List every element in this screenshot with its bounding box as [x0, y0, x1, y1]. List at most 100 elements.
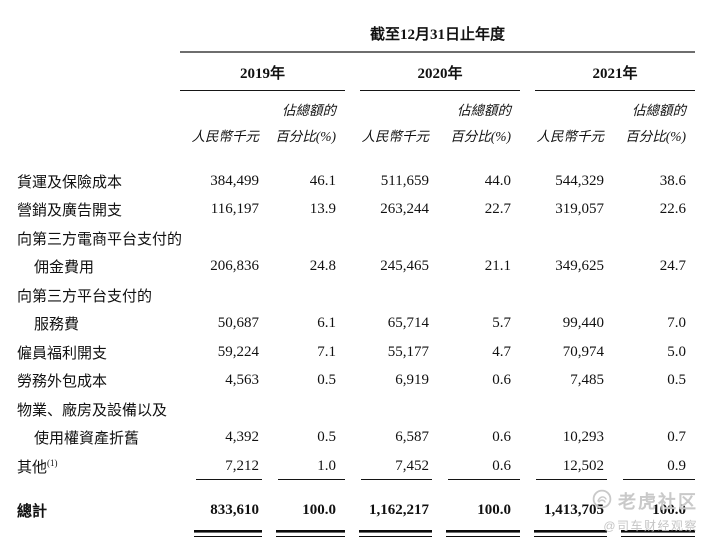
- row-label: 貨運及保險成本: [17, 174, 123, 191]
- pct-2021: 7.0: [667, 315, 687, 332]
- percent-label: 百分比(%): [275, 129, 336, 144]
- table-row-others: 其他(1) 7,212 1.0 7,452 0.6 12,502 0.9: [0, 452, 696, 481]
- pct-2020: 5.7: [492, 315, 511, 332]
- pct-2021: 38.6: [659, 172, 687, 189]
- amount-2020: 245,465: [380, 258, 429, 275]
- watermark-brand-text: 老虎社区: [618, 492, 698, 512]
- year-header-2019: 2019年: [180, 52, 345, 91]
- amount-2021: 544,329: [555, 172, 604, 189]
- row-label: 物業、廠房及設備以及: [17, 402, 168, 419]
- amount-2020: 511,659: [380, 172, 429, 189]
- amount-2021: 12,502: [520, 452, 607, 481]
- total-pct-2020: 100.0: [432, 492, 520, 538]
- amount-2019: 206,836: [210, 258, 259, 275]
- pct-2019: 13.9: [309, 201, 336, 218]
- subheader-share-row: 佔總額的 佔總額的 佔總額的: [0, 91, 695, 119]
- row-label: 佣金費用: [34, 260, 95, 277]
- watermark: 老虎社区 @司车财经观察: [592, 488, 698, 534]
- amount-2020: 263,244: [380, 201, 429, 218]
- amount-2019: 4,392: [225, 429, 259, 446]
- pct-2021: 0.5: [667, 372, 687, 389]
- rmb-thousand-label: 人民幣千元: [361, 129, 430, 144]
- amount-2020: 6,919: [395, 372, 429, 389]
- label-column-spacer: [0, 10, 180, 52]
- table-row: 勞務外包成本 4,563 0.5 6,919 0.6 7,485 0.5: [0, 367, 695, 396]
- table-row-label-continued: 物業、廠房及設備以及: [0, 395, 695, 424]
- pct-2019: 6.1: [317, 315, 336, 332]
- pct-2020: 4.7: [492, 343, 511, 360]
- spacer: [0, 147, 695, 167]
- amount-2019: 50,687: [217, 315, 259, 332]
- pct-2020: 22.7: [484, 201, 511, 218]
- amount-2020: 65,714: [387, 315, 429, 332]
- year-label: 2020年: [360, 62, 520, 91]
- watermark-brand: 老虎社区: [592, 488, 698, 514]
- rmb-thousand-label: 人民幣千元: [191, 129, 260, 144]
- row-label: 其他(1): [0, 452, 180, 481]
- row-label-text: 其他: [17, 459, 48, 476]
- share-of-total-label: 佔總額的: [457, 103, 511, 118]
- footnote-marker: (1): [47, 457, 58, 468]
- period-title: 截至12月31日止年度: [180, 10, 696, 53]
- row-label: 向第三方平台支付的: [17, 288, 153, 305]
- year-label: 2019年: [180, 62, 345, 91]
- total-amount-2019: 833,610: [180, 492, 262, 538]
- row-label: 僱員福利開支: [17, 345, 108, 362]
- amount-2019: 384,499: [210, 172, 259, 189]
- pct-2019: 0.5: [317, 429, 336, 446]
- subheader-units-row: 人民幣千元 百分比(%) 人民幣千元 百分比(%) 人民幣千元 百分比(%): [0, 119, 695, 147]
- share-of-total-label: 佔總額的: [632, 103, 687, 118]
- row-label: 服務費: [34, 317, 80, 334]
- share-of-total-label: 佔總額的: [282, 103, 336, 118]
- year-header-2021: 2021年: [520, 52, 696, 91]
- pct-2019: 46.1: [309, 172, 336, 189]
- pct-2020: 44.0: [484, 172, 511, 189]
- year-label: 2021年: [535, 62, 696, 91]
- table-row: 僱員福利開支 59,224 7.1 55,177 4.7 70,974 5.0: [0, 338, 695, 367]
- table-row: 貨運及保險成本 384,499 46.1 511,659 44.0 544,32…: [0, 167, 695, 196]
- pct-2020: 0.6: [492, 429, 511, 446]
- amount-2021: 70,974: [562, 343, 604, 360]
- pct-2021: 24.7: [659, 258, 687, 275]
- table-row: 使用權資產折舊 4,392 0.5 6,587 0.6 10,293 0.7: [0, 424, 695, 453]
- year-header-row: 2019年 2020年 2021年: [0, 52, 696, 91]
- amount-2021: 10,293: [562, 429, 604, 446]
- total-pct-2021: 100.0: [607, 492, 695, 538]
- percent-label: 百分比(%): [450, 129, 511, 144]
- amount-2020: 7,452: [345, 452, 432, 481]
- pct-2021: 22.6: [659, 201, 687, 218]
- total-amount-2020: 1,162,217: [345, 492, 432, 538]
- pct-2021: 0.9: [607, 452, 696, 481]
- amount-2019: 59,224: [217, 343, 259, 360]
- pct-2019: 1.0: [262, 452, 345, 481]
- watermark-handle: @司车财经观察: [603, 519, 698, 533]
- pct-2019: 0.5: [317, 372, 336, 389]
- row-label: 營銷及廣告開支: [17, 203, 123, 220]
- total-pct-2019: 100.0: [262, 492, 345, 538]
- tiger-logo-icon: [592, 489, 612, 514]
- table-row-label-continued: 向第三方平台支付的: [0, 281, 695, 310]
- pct-2020: 0.6: [432, 452, 520, 481]
- table-row: 營銷及廣告開支 116,197 13.9 263,244 22.7 319,05…: [0, 196, 695, 225]
- pct-2020: 21.1: [484, 258, 511, 275]
- pct-2020: 0.6: [492, 372, 511, 389]
- year-header-2020: 2020年: [345, 52, 520, 91]
- row-label: 勞務外包成本: [17, 374, 108, 391]
- amount-2021: 7,485: [570, 372, 604, 389]
- amount-2019: 4,563: [225, 372, 259, 389]
- total-amount-2021: 1,413,705: [520, 492, 607, 538]
- pct-2019: 24.8: [309, 258, 336, 275]
- amount-2021: 349,625: [555, 258, 604, 275]
- row-label: 向第三方電商平台支付的: [17, 231, 183, 248]
- amount-2019: 7,212: [180, 452, 262, 481]
- amount-2020: 55,177: [387, 343, 429, 360]
- amount-2021: 319,057: [555, 201, 604, 218]
- table-row: 服務費 50,687 6.1 65,714 5.7 99,440 7.0: [0, 310, 695, 339]
- label-column-spacer: [0, 52, 180, 91]
- pct-2021: 0.7: [667, 429, 687, 446]
- amount-2019: 116,197: [210, 201, 259, 218]
- spacer: [0, 481, 695, 493]
- total-row: 總計 833,610 100.0 1,162,217 100.0 1,413,7…: [0, 492, 695, 538]
- period-title-row: 截至12月31日止年度: [0, 10, 696, 53]
